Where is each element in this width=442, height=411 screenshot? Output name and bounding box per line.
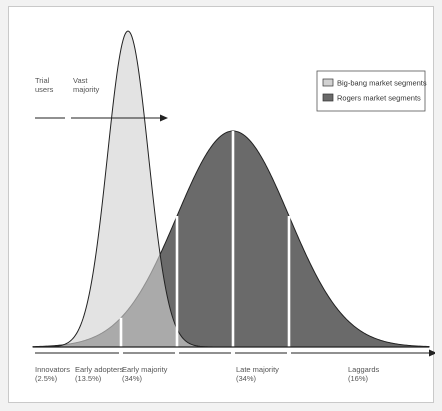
segment-share-late-majority: (34%) bbox=[236, 374, 257, 383]
segment-share-laggards: (16%) bbox=[348, 374, 369, 383]
segment-axis-gap-4 bbox=[287, 350, 291, 356]
segment-label-early-majority: Early majority bbox=[122, 365, 168, 374]
diffusion-chart: Trial users Vast majority Big-bang marke… bbox=[32, 30, 435, 383]
segment-label-late-majority: Late majority bbox=[236, 365, 279, 374]
trial-users-label-line2: users bbox=[35, 85, 54, 94]
segment-dividers bbox=[119, 131, 291, 347]
legend-swatch-rogers bbox=[322, 93, 334, 102]
segment-axis-arrow-head bbox=[429, 349, 435, 357]
vast-majority-label-line1: Vast bbox=[73, 76, 88, 85]
legend-label-rogers: Rogers market segments bbox=[337, 94, 421, 103]
segment-axis-gap-2 bbox=[175, 350, 179, 356]
chart-frame: Trial users Vast majority Big-bang marke… bbox=[8, 6, 435, 403]
segment-share-early-adopters: (13.5%) bbox=[75, 374, 102, 383]
legend-label-big-bang: Big-bang market segments bbox=[337, 79, 427, 88]
top-arrow-head bbox=[160, 114, 168, 122]
legend-box bbox=[316, 70, 426, 112]
trial-users-label-line1: Trial bbox=[35, 76, 50, 85]
segment-axis-gap-3 bbox=[231, 350, 235, 356]
vast-majority-label-line2: majority bbox=[73, 85, 100, 94]
segment-label-innovators: Innovators bbox=[35, 365, 70, 374]
segment-share-innovators: (2.5%) bbox=[35, 374, 58, 383]
segment-label-early-adopters: Early adopters bbox=[75, 365, 124, 374]
legend-swatch-big-bang bbox=[322, 78, 334, 87]
segment-axis-gap-1 bbox=[119, 350, 123, 356]
segment-share-early-majority: (34%) bbox=[122, 374, 143, 383]
segment-axis-gaps bbox=[119, 350, 291, 356]
legend: Big-bang market segments Rogers market s… bbox=[316, 70, 427, 112]
segment-label-laggards: Laggards bbox=[348, 365, 380, 374]
